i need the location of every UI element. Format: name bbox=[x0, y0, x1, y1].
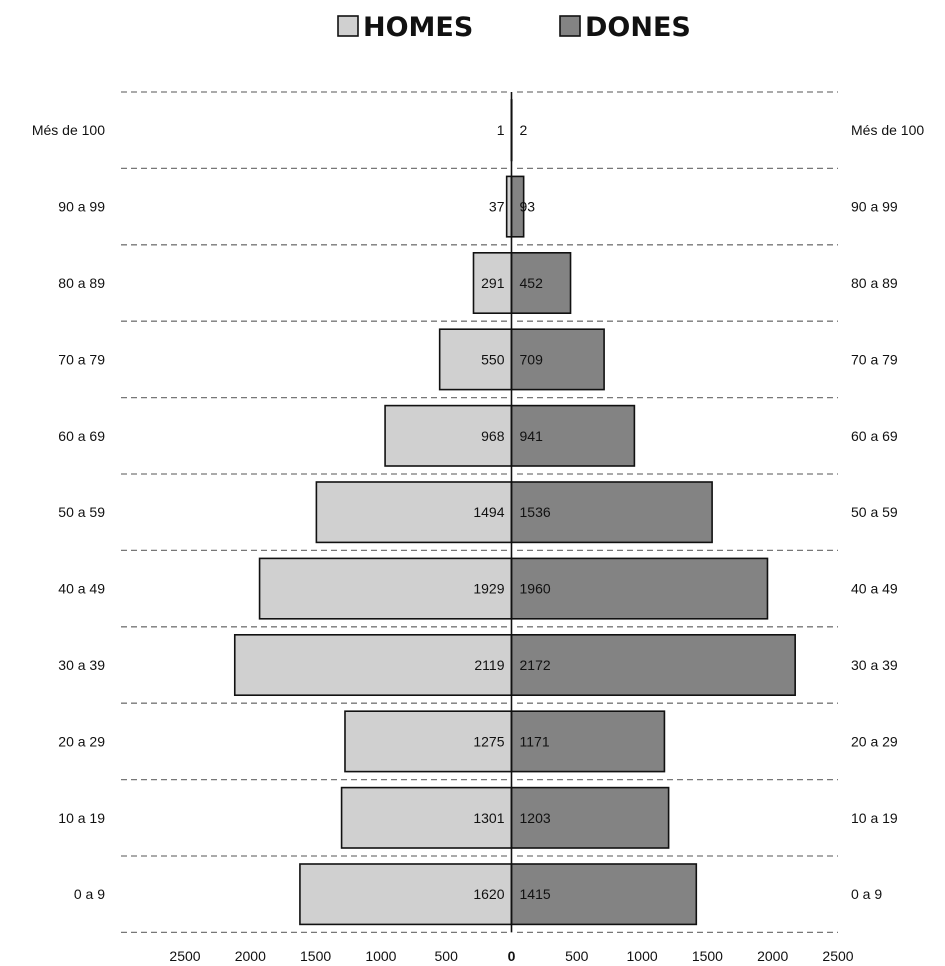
data-label-homes-mes-de-100: 1 bbox=[497, 122, 505, 138]
legend-label-homes: HOMES bbox=[363, 12, 473, 43]
row-label-left-50-a-59: 50 a 59 bbox=[58, 504, 105, 520]
x-tick-label: 1500 bbox=[692, 948, 723, 964]
row-label-left-70-a-79: 70 a 79 bbox=[58, 351, 105, 367]
row-label-right-20-a-29: 20 a 29 bbox=[851, 733, 898, 749]
row-label-left-80-a-89: 80 a 89 bbox=[58, 275, 105, 291]
x-tick-label: 1000 bbox=[627, 948, 658, 964]
row-label-left-mes-de-100: Més de 100 bbox=[32, 122, 105, 138]
x-tick-label: 2000 bbox=[235, 948, 266, 964]
data-label-homes-0-a-9: 1620 bbox=[473, 886, 504, 902]
bar-dones-70-a-79 bbox=[510, 328, 605, 391]
row-label-left-90-a-99: 90 a 99 bbox=[58, 199, 105, 215]
legend: HOMES DONES bbox=[337, 12, 691, 43]
data-label-homes-70-a-79: 550 bbox=[481, 351, 505, 367]
data-label-dones-mes-de-100: 2 bbox=[520, 122, 528, 138]
x-tick-label: 500 bbox=[565, 948, 589, 964]
data-label-homes-80-a-89: 291 bbox=[481, 275, 505, 291]
data-label-dones-20-a-29: 1171 bbox=[520, 733, 550, 749]
data-label-homes-10-a-19: 1301 bbox=[473, 810, 504, 826]
bar-homes-70-a-79 bbox=[438, 328, 513, 391]
data-label-dones-90-a-99: 93 bbox=[520, 199, 536, 215]
row-label-left-40-a-49: 40 a 49 bbox=[58, 581, 105, 597]
x-axis: 2500 2000 1500 1000 500 0 500 1000 1500 2000 2500 bbox=[169, 92, 854, 964]
row-label-right-40-a-49: 40 a 49 bbox=[851, 581, 898, 597]
bar-dones-0-a-9 bbox=[510, 863, 698, 926]
row-label-right-80-a-89: 80 a 89 bbox=[851, 275, 898, 291]
data-label-homes-20-a-29: 1275 bbox=[473, 733, 504, 749]
row-label-left-10-a-19: 10 a 19 bbox=[58, 810, 105, 826]
data-label-dones-50-a-59: 1536 bbox=[520, 504, 551, 520]
row-labels: Més de 100 Més de 100 90 a 99 90 a 99 80 a 8… bbox=[32, 122, 925, 902]
bar-homes-0-a-9 bbox=[299, 863, 513, 926]
bar-homes-20-a-29 bbox=[344, 710, 513, 773]
row-label-right-90-a-99: 90 a 99 bbox=[851, 199, 898, 215]
legend-swatch-homes bbox=[337, 15, 359, 37]
x-tick-label: 1000 bbox=[365, 948, 396, 964]
bar-dones-30-a-39 bbox=[510, 633, 796, 696]
row-label-right-70-a-79: 70 a 79 bbox=[851, 351, 898, 367]
data-label-homes-60-a-69: 968 bbox=[481, 428, 505, 444]
row-label-left-60-a-69: 60 a 69 bbox=[58, 428, 105, 444]
data-label-homes-50-a-59: 1494 bbox=[473, 504, 504, 520]
data-label-dones-80-a-89: 452 bbox=[520, 275, 544, 291]
bar-homes-60-a-69 bbox=[384, 404, 513, 467]
bar-dones-60-a-69 bbox=[510, 404, 636, 467]
x-tick-label: 500 bbox=[435, 948, 459, 964]
x-tick-label: 0 bbox=[508, 948, 516, 964]
x-tick-label: 2500 bbox=[169, 948, 200, 964]
data-label-homes-90-a-99: 37 bbox=[489, 199, 505, 215]
data-label-dones-70-a-79: 709 bbox=[520, 351, 544, 367]
row-separators bbox=[121, 91, 838, 934]
row-label-right-10-a-19: 10 a 19 bbox=[851, 810, 898, 826]
row-label-left-20-a-29: 20 a 29 bbox=[58, 733, 105, 749]
data-label-dones-60-a-69: 941 bbox=[520, 428, 544, 444]
data-label-dones-40-a-49: 1960 bbox=[520, 581, 551, 597]
data-label-homes-40-a-49: 1929 bbox=[473, 581, 504, 597]
row-label-right-mes-de-100: Més de 100 bbox=[851, 122, 924, 138]
data-label-homes-30-a-39: 2119 bbox=[474, 657, 504, 673]
x-tick-label: 1500 bbox=[300, 948, 331, 964]
bar-homes-40-a-49 bbox=[258, 557, 513, 620]
row-label-left-0-a-9: 0 a 9 bbox=[74, 886, 105, 902]
data-label-dones-0-a-9: 1415 bbox=[520, 886, 551, 902]
legend-swatch-dones bbox=[559, 15, 581, 37]
row-label-right-0-a-9: 0 a 9 bbox=[851, 886, 882, 902]
bars: 1 2 37 93 291 452 550 709 968 941 1494 1536 1929 1960… bbox=[233, 99, 796, 926]
x-tick-label: 2000 bbox=[757, 948, 788, 964]
legend-label-dones: DONES bbox=[585, 12, 691, 43]
bar-homes-50-a-59 bbox=[315, 481, 513, 544]
data-label-dones-30-a-39: 2172 bbox=[520, 657, 551, 673]
x-tick-label: 2500 bbox=[822, 948, 853, 964]
row-label-right-60-a-69: 60 a 69 bbox=[851, 428, 898, 444]
bar-dones-50-a-59 bbox=[510, 481, 713, 544]
data-label-dones-10-a-19: 1203 bbox=[520, 810, 551, 826]
row-label-right-30-a-39: 30 a 39 bbox=[851, 657, 898, 673]
row-label-right-50-a-59: 50 a 59 bbox=[851, 504, 898, 520]
bar-dones-20-a-29 bbox=[510, 710, 666, 773]
row-label-left-30-a-39: 30 a 39 bbox=[58, 657, 105, 673]
bar-dones-80-a-89 bbox=[510, 252, 572, 315]
bar-homes-80-a-89 bbox=[472, 252, 513, 315]
bar-homes-30-a-39 bbox=[233, 633, 513, 696]
